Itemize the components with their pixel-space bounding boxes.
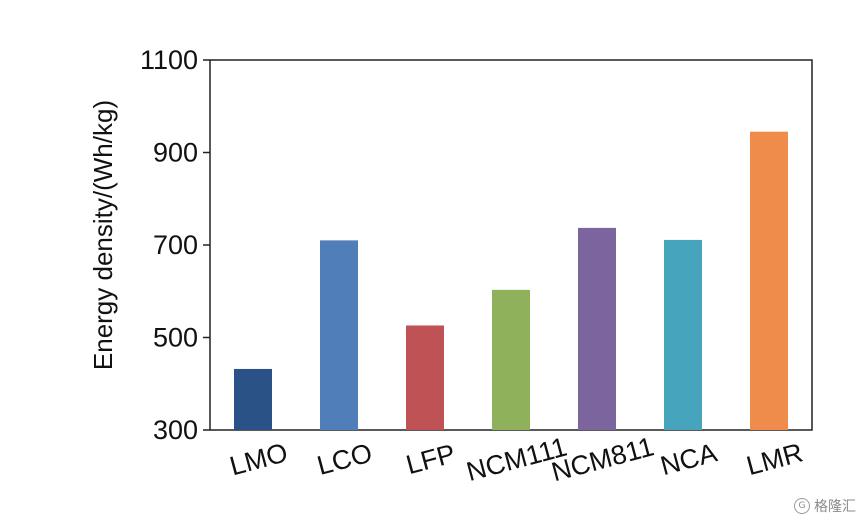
bar-lmr [750, 131, 788, 430]
bar-lco [320, 240, 358, 430]
bars [234, 131, 788, 430]
watermark-text: 格隆汇 [814, 499, 856, 515]
x-tick-label: LFP [403, 438, 459, 480]
x-tick-label: NCA [657, 437, 720, 481]
x-tick-label: LMO [227, 437, 291, 481]
y-tick-label: 300 [153, 415, 198, 445]
y-tick-label: 1100 [140, 45, 198, 75]
y-tick-label: 500 [153, 323, 198, 353]
x-tick-label: LCO [314, 438, 375, 481]
y-tick-label: 900 [153, 138, 198, 168]
watermark: G 格隆汇 [794, 496, 856, 516]
bar-ncm811 [578, 227, 616, 430]
y-tick-label: 700 [153, 230, 198, 260]
bar-ncm111 [492, 289, 530, 430]
watermark-logo-icon: G [794, 498, 810, 514]
x-tick-label: LMR [743, 437, 806, 481]
bar-nca [664, 239, 702, 430]
bar-lmo [234, 368, 272, 430]
bar-lfp [406, 325, 444, 430]
y-axis-title: Energy density/(Wh/kg) [88, 100, 118, 370]
x-tick-label: NCM811 [548, 431, 657, 487]
y-axis-ticks: 300 500 700 900 1100 [140, 45, 210, 445]
